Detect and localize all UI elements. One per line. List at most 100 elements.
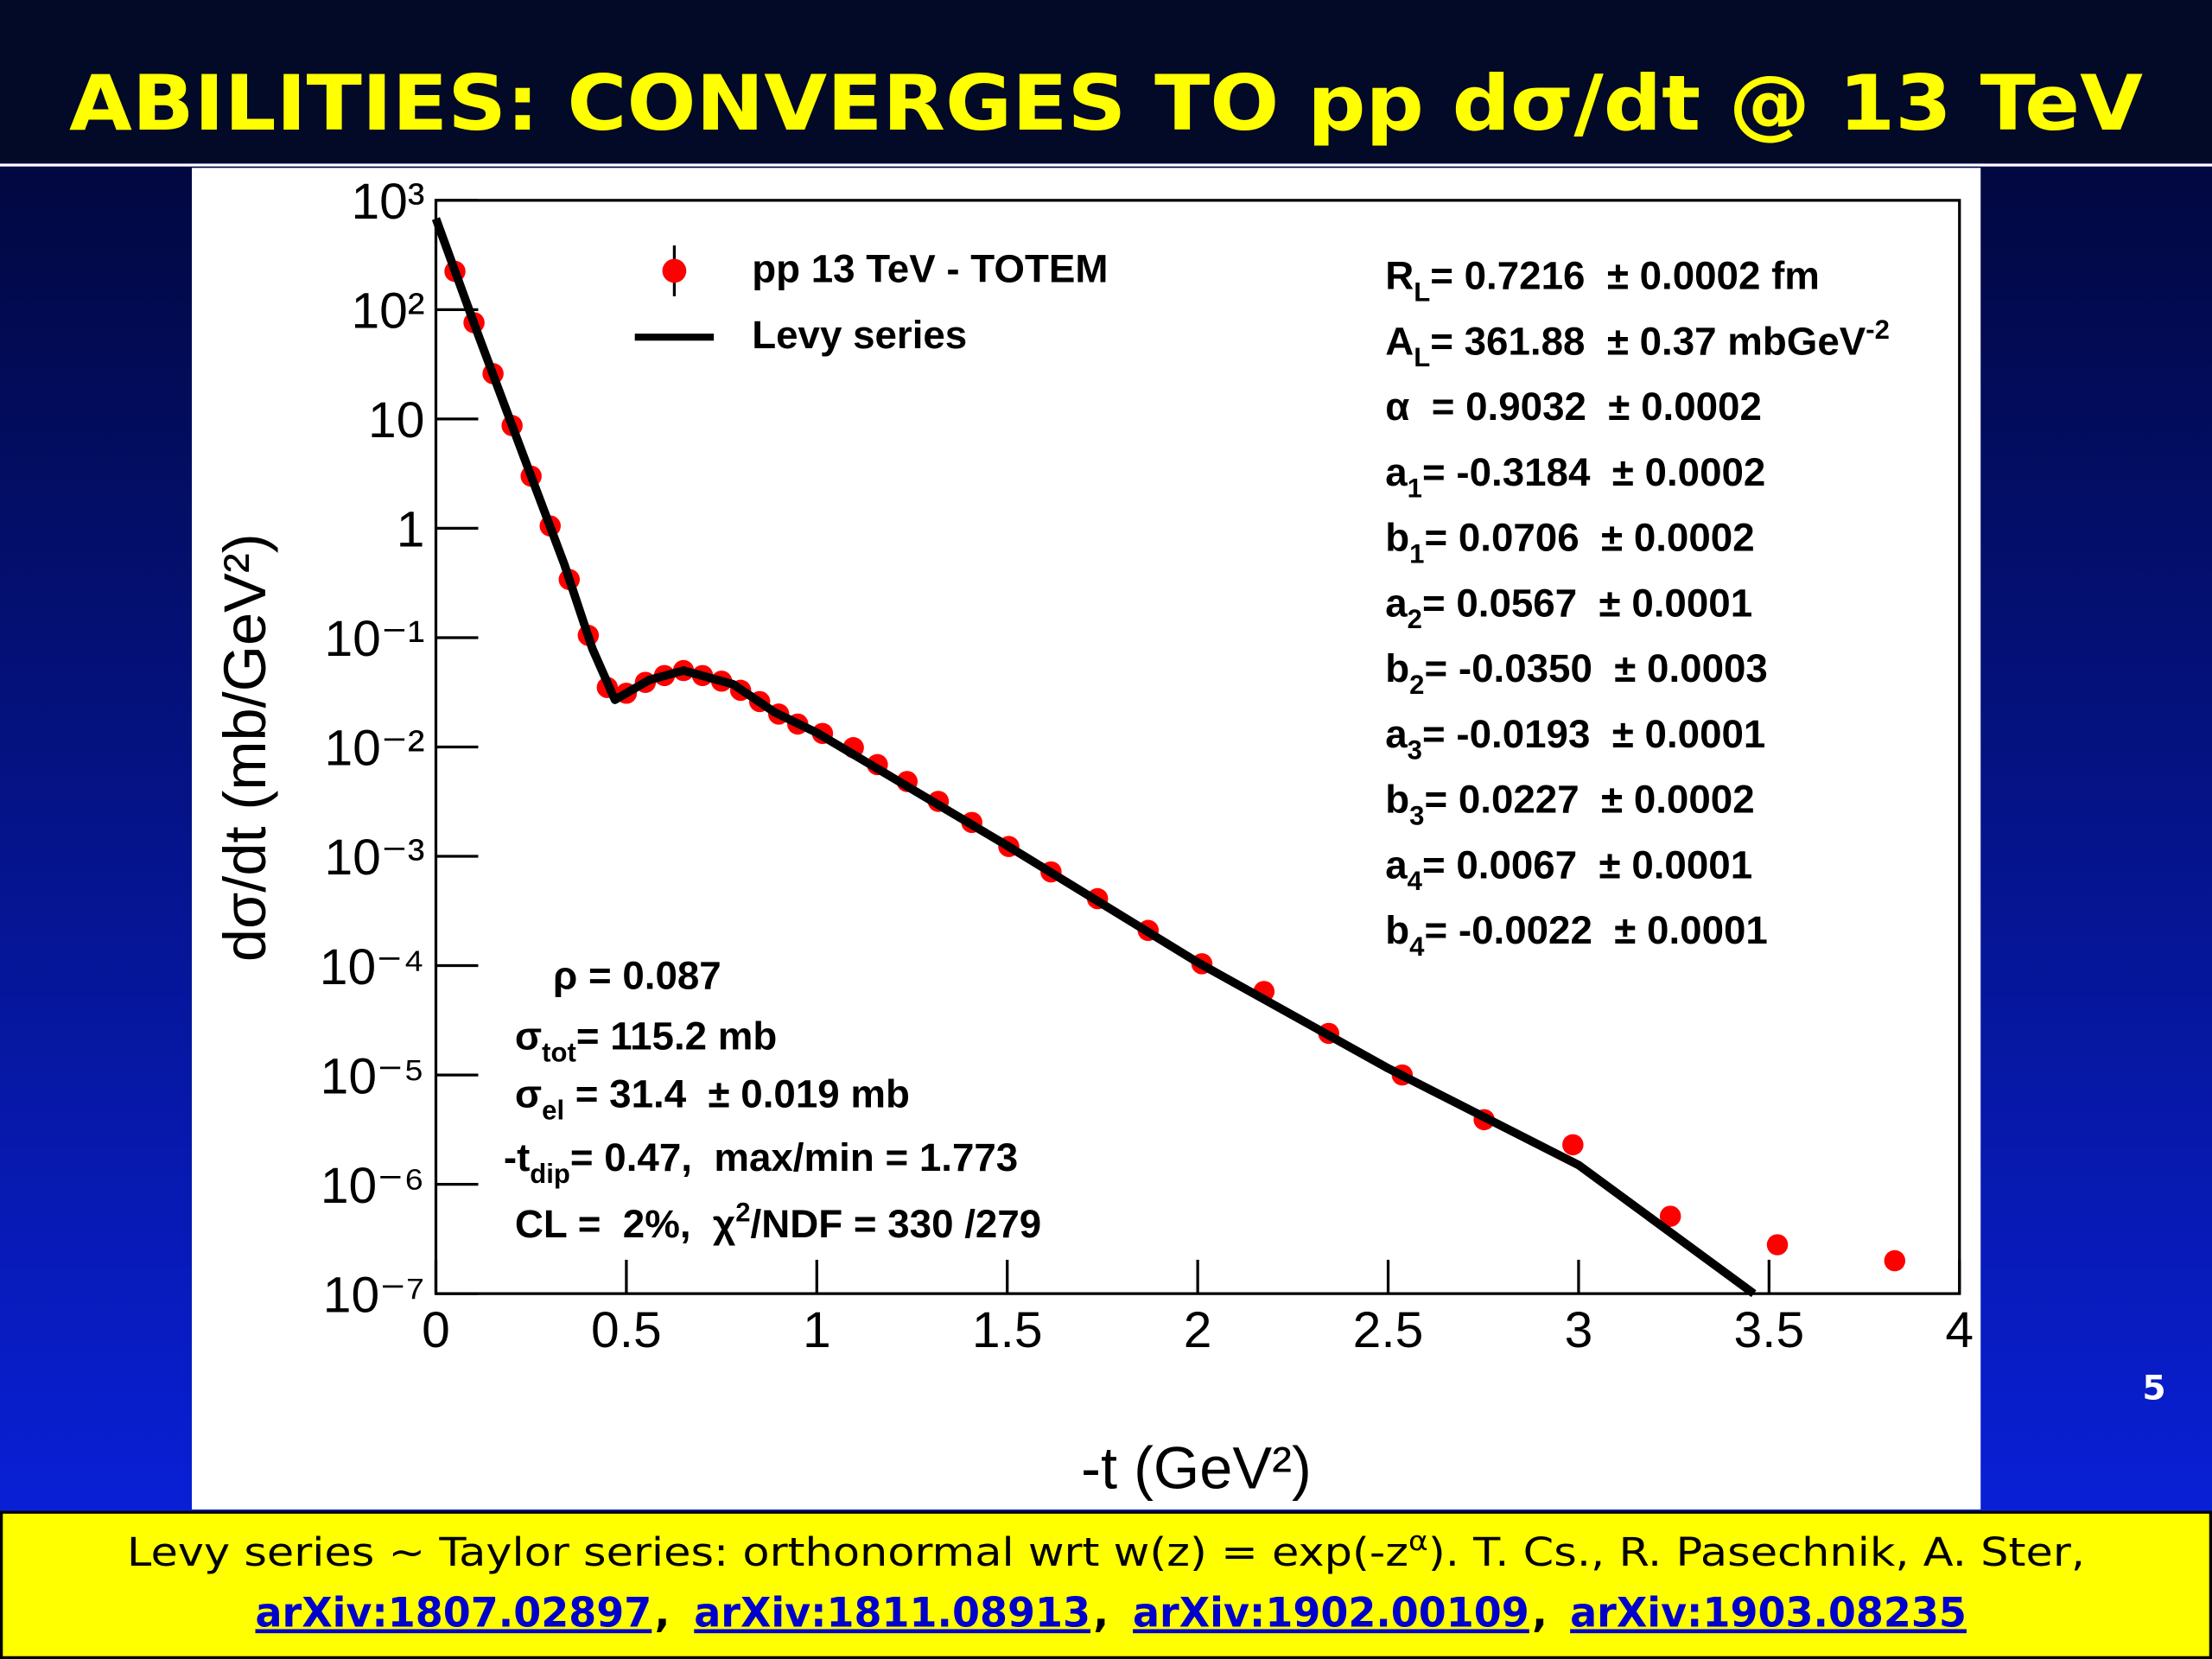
text-part: = -0.0022 ± 0.0001 xyxy=(1424,908,1767,952)
y-tick-label: 1 xyxy=(397,502,425,558)
fit-parameter: b2= -0.0350 ± 0.0003 xyxy=(1385,646,1768,700)
x-tick-label: 3.5 xyxy=(1733,1302,1804,1358)
fit-parameter: b4= -0.0022 ± 0.0001 xyxy=(1385,908,1768,962)
text-part: tot xyxy=(542,1037,576,1067)
data-point xyxy=(1659,1205,1681,1227)
text-part: CL = 2%, χ xyxy=(515,1202,736,1246)
text-part: a xyxy=(1385,712,1408,756)
fit-parameter: a3= -0.0193 ± 0.0001 xyxy=(1385,712,1765,766)
text-part: 2 xyxy=(735,1198,750,1228)
text-part: dip xyxy=(530,1159,570,1189)
fit-parameter: a4= 0.0067 ± 0.0001 xyxy=(1385,842,1752,896)
derived-quantity: CL = 2%, χ2/NDF = 330 /279 xyxy=(515,1198,1041,1246)
text-part: -t xyxy=(504,1135,530,1179)
arxiv-link[interactable]: arXiv:1811.08913 xyxy=(694,1589,1090,1637)
text-part: = 0.0067 ± 0.0001 xyxy=(1422,842,1752,887)
legend-marker xyxy=(662,258,687,283)
text-part: 1 xyxy=(1409,538,1424,569)
arxiv-link[interactable]: arXiv:1902.00109 xyxy=(1133,1589,1529,1637)
x-tick-label: 0 xyxy=(422,1302,450,1358)
text-part: 2 xyxy=(1408,604,1422,634)
text-part: 1 xyxy=(1408,474,1422,504)
y-tick-label: 10⁻³ xyxy=(324,830,424,886)
x-tick-label: 2.5 xyxy=(1353,1302,1424,1358)
footer-text: Levy series ~ Taylor series: orthonormal… xyxy=(127,1526,2085,1575)
text-part: /NDF = 330 /279 xyxy=(751,1202,1042,1246)
text-part: = 31.4 ± 0.019 mb xyxy=(564,1072,910,1116)
text-part: a xyxy=(1385,581,1408,625)
footer-band xyxy=(0,1510,2212,1659)
text-part: = -0.0350 ± 0.0003 xyxy=(1424,646,1767,690)
text-part: α = 0.9032 ± 0.0002 xyxy=(1385,385,1762,429)
text-part: el xyxy=(542,1095,564,1125)
fit-parameter: α = 0.9032 ± 0.0002 xyxy=(1385,385,1762,429)
text-part: A xyxy=(1385,319,1414,363)
link-separator: , xyxy=(1093,1589,1109,1637)
y-tick-label: 10³ xyxy=(351,174,424,230)
fit-line xyxy=(431,217,1757,1298)
text-part: Levy series ~ Taylor series: orthonormal… xyxy=(127,1529,1408,1575)
fit-parameter: a1= -0.3184 ± 0.0002 xyxy=(1385,450,1765,504)
x-axis-label: -t (GeV²) xyxy=(1081,1434,1312,1501)
chart-panel xyxy=(192,168,1981,1510)
text-part: = 0.7216 ± 0.0002 fm xyxy=(1430,254,1820,298)
text-part: b xyxy=(1385,778,1409,822)
y-tick-label: 10⁻⁶ xyxy=(321,1158,425,1214)
x-tick-label: 2 xyxy=(1184,1302,1212,1358)
text-part: b xyxy=(1385,646,1409,690)
text-part: = 115.2 mb xyxy=(576,1014,777,1058)
text-part: b xyxy=(1385,908,1409,952)
text-part: = -0.3184 ± 0.0002 xyxy=(1422,450,1765,494)
arxiv-link[interactable]: arXiv:1903.08235 xyxy=(1570,1589,1967,1637)
text-part: 4 xyxy=(1408,866,1423,896)
link-separator: , xyxy=(1532,1589,1548,1637)
text-part: 4 xyxy=(1409,931,1425,962)
text-part: a xyxy=(1385,842,1408,887)
text-part: ρ = 0.087 xyxy=(553,953,721,997)
legend-label: pp 13 TeV - TOTEM xyxy=(752,247,1108,291)
x-tick-label: 1 xyxy=(803,1302,831,1358)
page-number: 5 xyxy=(2142,1370,2165,1408)
text-part: L xyxy=(1414,342,1430,372)
arxiv-link[interactable]: arXiv:1807.02897 xyxy=(256,1589,652,1637)
text-part: -2 xyxy=(1866,315,1890,345)
text-part: = 0.0227 ± 0.0002 xyxy=(1424,778,1754,822)
slide-title: ABILITIES: CONVERGES TO pp dσ/dt @ 13 Te… xyxy=(69,59,2143,148)
text-part: σ xyxy=(515,1014,542,1058)
fit-parameter: a2= 0.0567 ± 0.0001 xyxy=(1385,581,1752,634)
text-part: σ xyxy=(515,1072,542,1116)
fit-parameter: AL= 361.88 ± 0.37 mbGeV-2 xyxy=(1385,315,1890,372)
y-tick-label: 10⁻² xyxy=(324,721,424,777)
y-tick-label: 10² xyxy=(351,283,424,340)
derived-quantity: σel = 31.4 ± 0.019 mb xyxy=(515,1072,910,1126)
fit-parameter: b1= 0.0706 ± 0.0002 xyxy=(1385,516,1754,569)
link-separator: , xyxy=(655,1589,671,1637)
text-part: 3 xyxy=(1408,735,1422,766)
text-part: 2 xyxy=(1409,670,1424,700)
x-tick-label: 3 xyxy=(1565,1302,1593,1358)
x-tick-label: 1.5 xyxy=(972,1302,1043,1358)
y-tick-label: 10⁻⁵ xyxy=(321,1048,425,1104)
fit-parameter: RL= 0.7216 ± 0.0002 fm xyxy=(1385,254,1820,308)
derived-quantity: ρ = 0.087 xyxy=(553,953,721,997)
data-point xyxy=(1884,1249,1906,1272)
text-part: = -0.0193 ± 0.0001 xyxy=(1422,712,1765,756)
text-part: L xyxy=(1414,276,1430,307)
text-part: a xyxy=(1385,450,1408,494)
text-part: α xyxy=(1408,1526,1428,1557)
derived-quantity: -tdip= 0.47, max/min = 1.773 xyxy=(504,1135,1018,1189)
y-axis-label: dσ/dt (mb/GeV²) xyxy=(212,533,278,962)
chart: 10³ 10² 10 1 10⁻¹ 10⁻² 10⁻³ 10⁻⁴ 10⁻⁵ 10⁻⁶ 10⁻⁷0 0.… xyxy=(127,174,2085,1637)
text-part: = 361.88 ± 0.37 mbGeV xyxy=(1430,319,1866,363)
fit-parameter: b3= 0.0227 ± 0.0002 xyxy=(1385,778,1754,831)
x-tick-label: 0.5 xyxy=(591,1302,662,1358)
text-part: 3 xyxy=(1409,800,1424,830)
text-part: = 0.0567 ± 0.0001 xyxy=(1422,581,1752,625)
text-part: ). T. Cs., R. Pasechnik, A. Ster, xyxy=(1428,1529,2085,1575)
legend-label: Levy series xyxy=(752,313,967,357)
title-rule xyxy=(0,163,2212,167)
y-tick-label: 10⁻¹ xyxy=(324,611,424,667)
text-part: b xyxy=(1385,516,1409,560)
text-part: R xyxy=(1385,254,1414,298)
